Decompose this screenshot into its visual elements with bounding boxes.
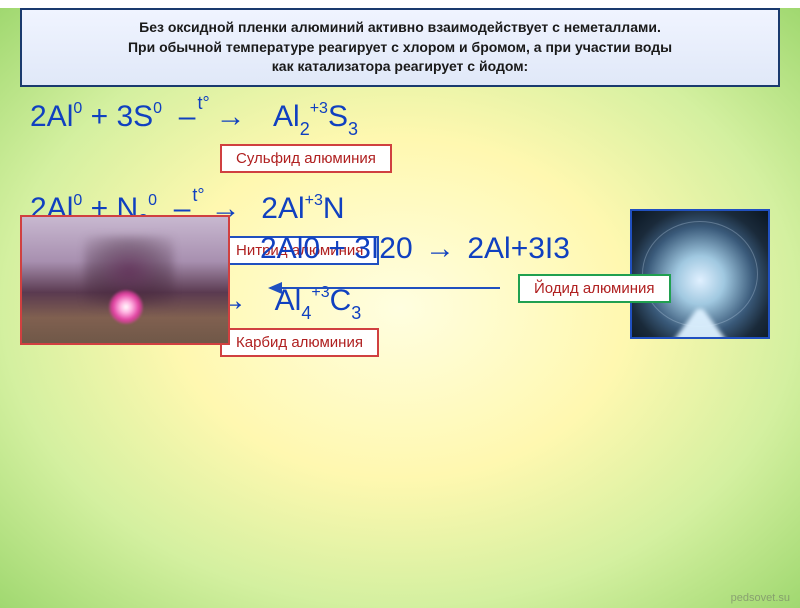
eq2-rhs-sup: +3 [305,192,323,209]
label-carbide: Карбид алюминия [220,328,379,357]
eq3-rhs-sub2: 3 [351,303,361,323]
eq1-rhs1: Al [273,100,300,133]
equation-iodide-row: 2Al0 + 3I20 → 2Al+3I3 Йодид алюминия [260,232,780,303]
eq4-lhs2-sub: 2 [379,232,396,265]
long-arrow-icon [270,287,500,289]
eq1-rhs-sub2: 3 [348,119,358,139]
eq1-lhs1-sup: 0 [73,100,82,117]
eq4-rhs-sub2: 3 [553,232,570,265]
eq4-rhs1: 2Al [467,232,510,265]
image-iodide-reaction [20,215,230,345]
header-line2: При обычной температуре реагирует с хлор… [38,38,762,58]
eq1-cond: t° [197,93,209,113]
eq4-rhs2: I [545,232,553,265]
header-description: Без оксидной пленки алюминий активно вза… [20,8,780,87]
equation-iodide: 2Al0 + 3I20 → 2Al+3I3 [260,232,780,266]
eq4-lhs2-sup: 0 [396,232,413,265]
eq1-rhs2: S [328,100,348,133]
eq2-cond: t° [192,185,204,205]
arrow-icon: → [425,232,455,266]
eq2-rhs2: N [323,192,345,225]
label-sulfide: Сульфид алюминия [220,144,392,173]
eq4-rhs-sup: +3 [511,232,545,265]
header-line3: как катализатора реагирует с йодом: [38,57,762,77]
content-area: 2Al0 + 3S0 –t°→ Al2+3S3 Сульфид алюминия… [0,99,800,363]
eq4-lhs1: 2Al [260,232,303,265]
eq2-lhs2-sup: 0 [148,192,157,209]
arrow-icon: → [216,100,246,134]
eq1-rhs-sup: +3 [310,100,328,117]
eq1-lhs1: 2Al [30,100,73,133]
iodide-label-row: Йодид алюминия [270,274,780,303]
eq2-lhs1-sup: 0 [73,192,82,209]
label-iodide: Йодид алюминия [518,274,671,303]
eq3-rhs-sub1: 4 [301,303,311,323]
eq4-lhs2: 3I [354,232,379,265]
equation-sulfide: 2Al0 + 3S0 –t°→ Al2+3S3 [30,99,780,138]
eq2-rhs1: 2Al [261,192,304,225]
eq1-lhs2-sup: 0 [153,100,162,117]
watermark: pedsovet.su [731,592,790,604]
header-line1: Без оксидной пленки алюминий активно вза… [38,18,762,38]
eq4-lhs1-sup: 0 [303,232,320,265]
eq1-rhs-sub1: 2 [300,119,310,139]
eq1-lhs2: 3S [116,100,153,133]
